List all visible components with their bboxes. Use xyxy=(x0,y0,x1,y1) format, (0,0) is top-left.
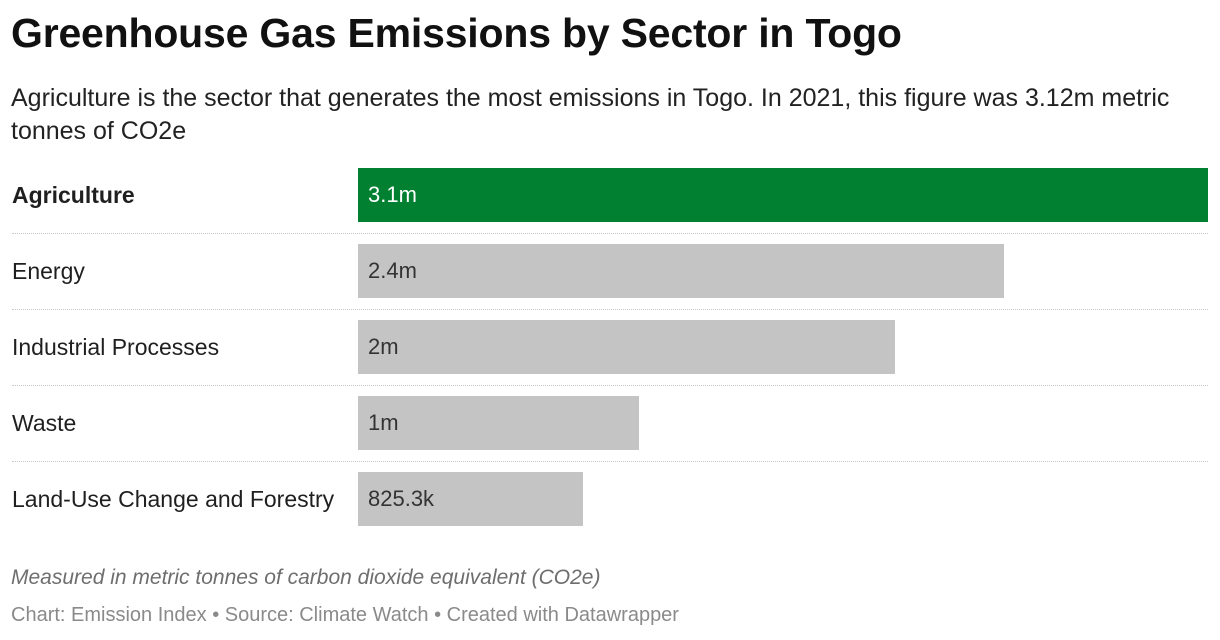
category-label: Industrial Processes xyxy=(12,334,220,360)
chart-title: Greenhouse Gas Emissions by Sector in To… xyxy=(11,10,902,56)
row-separator xyxy=(12,461,1208,462)
category-label: Waste xyxy=(12,410,77,436)
bar-chart: Agriculture 3.1m Energy 2.4m Industrial Proc… xyxy=(0,160,1220,540)
bar: 825.3k xyxy=(358,472,583,526)
chart-note: Measured in metric tonnes of carbon diox… xyxy=(11,566,601,589)
chart-subtitle: Agriculture is the sector that generates… xyxy=(11,84,1170,145)
row-separator xyxy=(12,309,1208,310)
category-label: Energy xyxy=(12,258,85,284)
bar: 1m xyxy=(358,396,639,450)
chart-footer: Chart: Emission Index • Source: Climate … xyxy=(11,604,679,626)
category-label: Land-Use Change and Forestry xyxy=(12,486,335,512)
category-label: Agriculture xyxy=(12,182,135,208)
bar: 3.1m xyxy=(358,168,1208,222)
row-separator xyxy=(12,233,1208,234)
bar-value-label: 2.4m xyxy=(368,258,417,283)
bar-value-label: 3.1m xyxy=(368,182,417,207)
bar-value-label: 2m xyxy=(368,334,399,359)
bar: 2.4m xyxy=(358,244,1004,298)
bar-value-label: 825.3k xyxy=(368,486,435,511)
bar-value-label: 1m xyxy=(368,410,399,435)
bar: 2m xyxy=(358,320,895,374)
row-separator xyxy=(12,385,1208,386)
